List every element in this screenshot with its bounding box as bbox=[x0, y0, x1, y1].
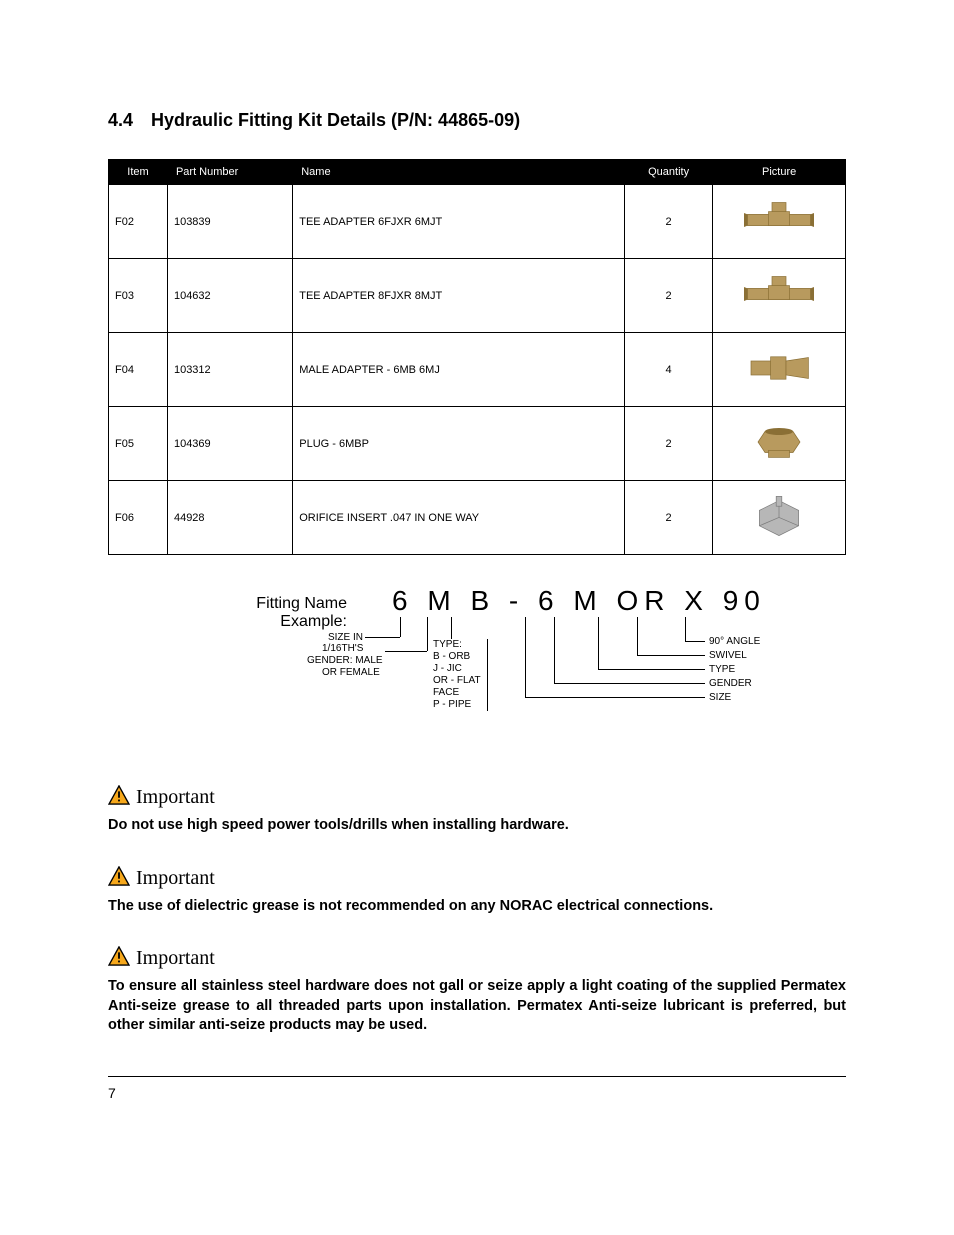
warning-icon bbox=[108, 866, 130, 891]
table-row: F02 103839 TEE ADAPTER 6FJXR 6MJT 2 bbox=[109, 185, 846, 259]
important-label: Important bbox=[136, 947, 215, 970]
cell-name: MALE ADAPTER - 6MB 6MJ bbox=[293, 333, 625, 407]
important-label: Important bbox=[136, 786, 215, 809]
cell-pn: 104369 bbox=[167, 407, 292, 481]
section-number: 4.4 bbox=[108, 110, 133, 130]
cell-picture bbox=[713, 259, 846, 333]
cell-name: TEE ADAPTER 8FJXR 8MJT bbox=[293, 259, 625, 333]
warning-icon bbox=[108, 946, 130, 971]
col-pn: Part Number bbox=[167, 160, 292, 185]
col-pic: Picture bbox=[713, 160, 846, 185]
fitting-name-diagram: Fitting Name Example: 6 M B - 6 M OR X 9… bbox=[127, 585, 827, 755]
diagram-title: Fitting Name Example: bbox=[207, 595, 347, 631]
col-item: Item bbox=[109, 160, 168, 185]
cell-qty: 2 bbox=[624, 185, 712, 259]
diagram-code: 6 M B - 6 M OR X 90 bbox=[392, 585, 766, 617]
table-row: F04 103312 MALE ADAPTER - 6MB 6MJ 4 bbox=[109, 333, 846, 407]
important-label: Important bbox=[136, 867, 215, 890]
cell-picture bbox=[713, 407, 846, 481]
cell-pn: 104632 bbox=[167, 259, 292, 333]
fitting-table: Item Part Number Name Quantity Picture F… bbox=[108, 159, 846, 555]
cell-item: F05 bbox=[109, 407, 168, 481]
important-body: Do not use high speed power tools/drills… bbox=[108, 816, 846, 836]
section-title: Hydraulic Fitting Kit Details (P/N: 4486… bbox=[151, 110, 520, 130]
section-heading: 4.4 Hydraulic Fitting Kit Details (P/N: 4… bbox=[108, 110, 846, 131]
page-number: 7 bbox=[108, 1085, 846, 1101]
cell-name: TEE ADAPTER 6FJXR 6MJT bbox=[293, 185, 625, 259]
cell-item: F06 bbox=[109, 481, 168, 555]
cell-pn: 103839 bbox=[167, 185, 292, 259]
cell-name: PLUG - 6MBP bbox=[293, 407, 625, 481]
important-body: To ensure all stainless steel hardware d… bbox=[108, 977, 846, 1036]
warning-icon bbox=[108, 785, 130, 810]
cell-picture bbox=[713, 481, 846, 555]
cell-picture bbox=[713, 333, 846, 407]
important-callout: Important The use of dielectric grease i… bbox=[108, 866, 846, 917]
cell-item: F04 bbox=[109, 333, 168, 407]
footer-rule bbox=[108, 1076, 846, 1077]
cell-name: ORIFICE INSERT .047 IN ONE WAY bbox=[293, 481, 625, 555]
important-callout: Important Do not use high speed power to… bbox=[108, 785, 846, 836]
col-name: Name bbox=[293, 160, 625, 185]
table-row: F05 104369 PLUG - 6MBP 2 bbox=[109, 407, 846, 481]
important-callout: Important To ensure all stainless steel … bbox=[108, 946, 846, 1036]
cell-qty: 4 bbox=[624, 333, 712, 407]
cell-qty: 2 bbox=[624, 407, 712, 481]
table-header-row: Item Part Number Name Quantity Picture bbox=[109, 160, 846, 185]
col-qty: Quantity bbox=[624, 160, 712, 185]
cell-pn: 103312 bbox=[167, 333, 292, 407]
table-row: F03 104632 TEE ADAPTER 8FJXR 8MJT 2 bbox=[109, 259, 846, 333]
important-body: The use of dielectric grease is not reco… bbox=[108, 897, 846, 917]
cell-qty: 2 bbox=[624, 481, 712, 555]
cell-item: F03 bbox=[109, 259, 168, 333]
cell-item: F02 bbox=[109, 185, 168, 259]
cell-picture bbox=[713, 185, 846, 259]
cell-qty: 2 bbox=[624, 259, 712, 333]
cell-pn: 44928 bbox=[167, 481, 292, 555]
table-row: F06 44928 ORIFICE INSERT .047 IN ONE WAY… bbox=[109, 481, 846, 555]
